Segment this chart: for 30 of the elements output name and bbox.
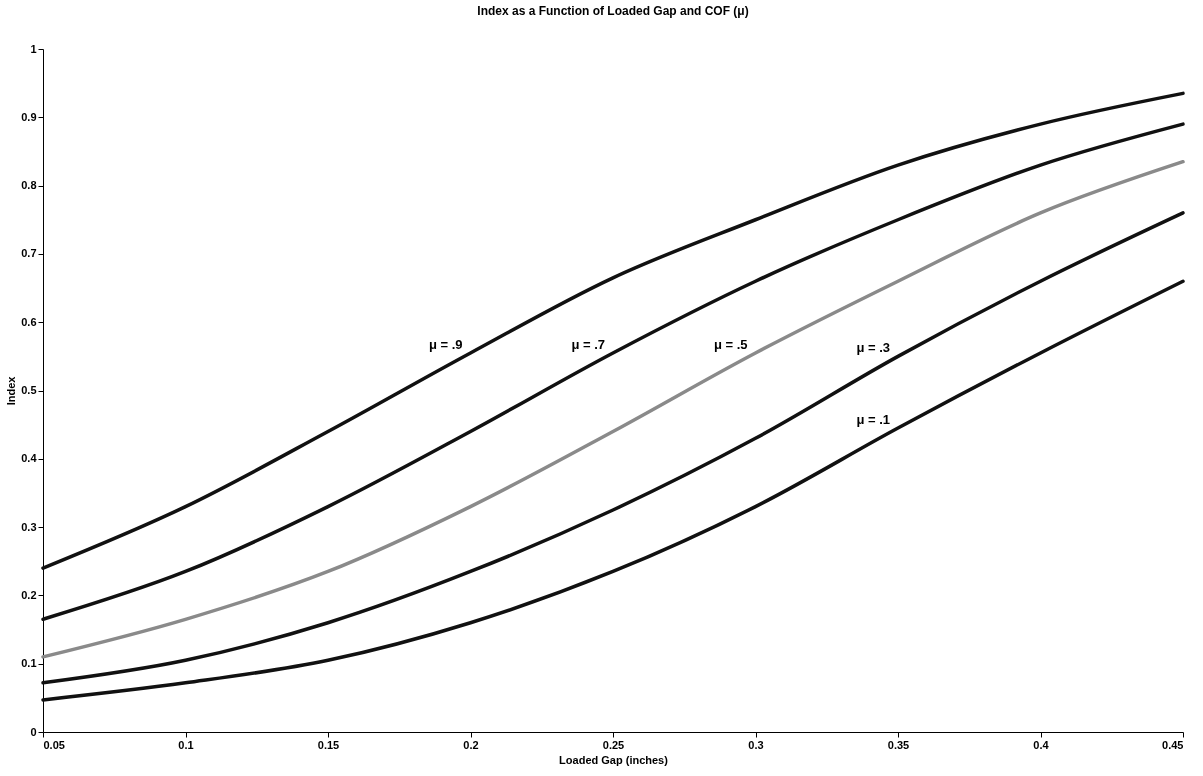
y-axis-title: Index [5, 375, 18, 406]
x-tick-label: 0.4 [1033, 738, 1050, 751]
x-tick-label: 0.05 [43, 738, 65, 751]
y-tick-label: 0.9 [21, 110, 37, 123]
series-label: μ = .1 [856, 412, 890, 428]
series-label: μ = .9 [428, 336, 463, 352]
y-tick-label: 0.6 [21, 315, 37, 328]
x-axis-title: Loaded Gap (inches) [559, 753, 669, 766]
y-tick-label: 0.8 [21, 179, 37, 192]
y-tick-label: 0.5 [21, 384, 37, 396]
line-series [41, 91, 1185, 570]
series-label: μ = .5 [713, 336, 748, 352]
y-tick-label: 0.3 [21, 520, 37, 533]
series-label: μ = .3 [856, 340, 890, 356]
series-label: μ = .7 [571, 336, 605, 352]
y-tick-label: 0.4 [21, 452, 38, 465]
chart-title: Index as a Function of Loaded Gap and COF (μ) [477, 4, 749, 18]
x-tick-label: 0.3 [748, 738, 764, 751]
y-tick-label: 1 [30, 42, 37, 55]
y-tick-label: 0.2 [21, 588, 37, 601]
y-tick-label: 0 [30, 725, 37, 738]
x-tick-label: 0.2 [463, 738, 479, 751]
x-tick-label: 0.1 [178, 738, 194, 751]
line-series [41, 279, 1185, 702]
x-tick-label: 0.45 [1162, 738, 1184, 751]
y-tick-label: 0.7 [21, 247, 37, 260]
x-tick-label: 0.15 [317, 738, 340, 751]
x-tick-label: 0.35 [887, 738, 910, 751]
x-tick-label: 0.25 [602, 738, 625, 751]
y-tick-label: 0.1 [21, 657, 37, 670]
